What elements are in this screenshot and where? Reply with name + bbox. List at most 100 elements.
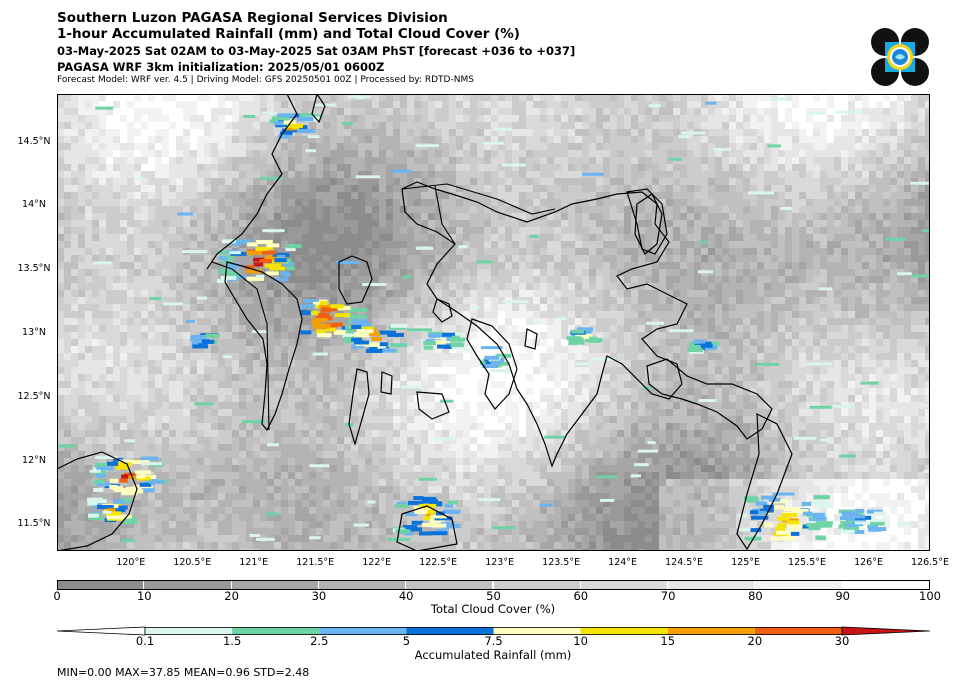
cloud-cell — [925, 360, 930, 367]
cloud-cell — [64, 220, 71, 227]
cloud-cell — [729, 262, 736, 269]
cloud-cell — [99, 381, 106, 388]
cloud-cell — [316, 262, 323, 269]
cloud-cell — [106, 346, 113, 353]
cloud-cell — [260, 185, 267, 192]
cloud-cell — [547, 332, 554, 339]
cloud-cell — [64, 178, 71, 185]
cloud-cell — [925, 290, 930, 297]
cloud-cell — [274, 374, 281, 381]
cloud-cell — [673, 227, 680, 234]
cloud-cell — [78, 234, 85, 241]
cloud-cell — [813, 185, 820, 192]
cloud-cell — [631, 136, 638, 143]
cloud-cell — [78, 129, 85, 136]
cloud-cell — [435, 276, 442, 283]
cloud-cell — [764, 129, 771, 136]
cloud-cell — [561, 129, 568, 136]
cloud-cell — [757, 143, 764, 150]
cloud-cell — [603, 332, 610, 339]
cloud-cell — [358, 143, 365, 150]
cloud-cell — [631, 255, 638, 262]
cloud-cell — [918, 346, 925, 353]
cloud-cell — [246, 332, 253, 339]
cloud-cell — [491, 108, 498, 115]
cloud-cell — [477, 304, 484, 311]
cloud-cell — [820, 325, 827, 332]
cloud-cell — [64, 150, 71, 157]
cloud-cell — [540, 234, 547, 241]
cloud-cell — [57, 115, 64, 122]
cloud-cell — [666, 94, 673, 101]
cloud-cell — [722, 374, 729, 381]
cloud-cell — [92, 381, 99, 388]
cloud-cell — [64, 255, 71, 262]
cloud-cell — [729, 150, 736, 157]
cloud-cell — [673, 283, 680, 290]
cloud-cell — [673, 318, 680, 325]
cloud-cell — [449, 192, 456, 199]
cloud-cell — [225, 213, 232, 220]
cloud-cell — [848, 115, 855, 122]
cloud-cell — [407, 192, 414, 199]
cloud-cell — [806, 332, 813, 339]
cloud-cell — [617, 108, 624, 115]
cloud-cell — [792, 339, 799, 346]
cloud-cell — [365, 360, 372, 367]
cloud-cell — [442, 192, 449, 199]
cloud-cell — [85, 150, 92, 157]
cloud-cell — [260, 157, 267, 164]
cloud-cell — [617, 353, 624, 360]
cloud-cell — [183, 143, 190, 150]
cloud-cell — [204, 164, 211, 171]
cloud-cell — [309, 185, 316, 192]
cloud-cell — [869, 136, 876, 143]
cloud-cell — [722, 150, 729, 157]
cloud-cell — [771, 339, 778, 346]
cloud-cell — [722, 234, 729, 241]
cloud-cell — [533, 143, 540, 150]
cloud-cell — [57, 283, 64, 290]
cloud-cell — [512, 129, 519, 136]
cloud-cell — [596, 220, 603, 227]
cloud-cell — [582, 206, 589, 213]
cloud-cell — [610, 136, 617, 143]
cloud-cell — [71, 171, 78, 178]
cloud-cell — [687, 178, 694, 185]
cloud-cell — [85, 227, 92, 234]
cloud-cell — [799, 227, 806, 234]
cloud-cell — [113, 192, 120, 199]
cloud-cell — [330, 178, 337, 185]
cloud-cell — [638, 318, 645, 325]
cloud-cell — [806, 206, 813, 213]
cloud-cell — [743, 199, 750, 206]
cloud-cell — [92, 367, 99, 374]
cloud-cell — [841, 227, 848, 234]
cloud-cell — [232, 150, 239, 157]
cloud-cell — [799, 304, 806, 311]
cloud-cell — [568, 276, 575, 283]
cloud-cell — [92, 290, 99, 297]
cloud-cell — [904, 101, 911, 108]
cloud-cell — [288, 276, 295, 283]
cloud-cell — [162, 234, 169, 241]
cloud-cell — [183, 262, 190, 269]
cloud-cell — [848, 199, 855, 206]
cloud-cell — [239, 185, 246, 192]
cloud-cell — [239, 346, 246, 353]
cloud-cell — [71, 220, 78, 227]
cloud-cell — [673, 374, 680, 381]
cloud-cell — [435, 374, 442, 381]
cloud-cell — [526, 94, 533, 101]
cloud-cell — [561, 94, 568, 101]
cloud-cell — [323, 290, 330, 297]
cloud-cell — [771, 150, 778, 157]
cloud-cell — [673, 290, 680, 297]
cloud-cell — [239, 381, 246, 388]
cloud-cell — [330, 136, 337, 143]
cloud-cell — [876, 122, 883, 129]
cloud-cell — [442, 164, 449, 171]
cloud-cell — [855, 248, 862, 255]
cloud-cell — [757, 248, 764, 255]
cloud-cell — [330, 227, 337, 234]
